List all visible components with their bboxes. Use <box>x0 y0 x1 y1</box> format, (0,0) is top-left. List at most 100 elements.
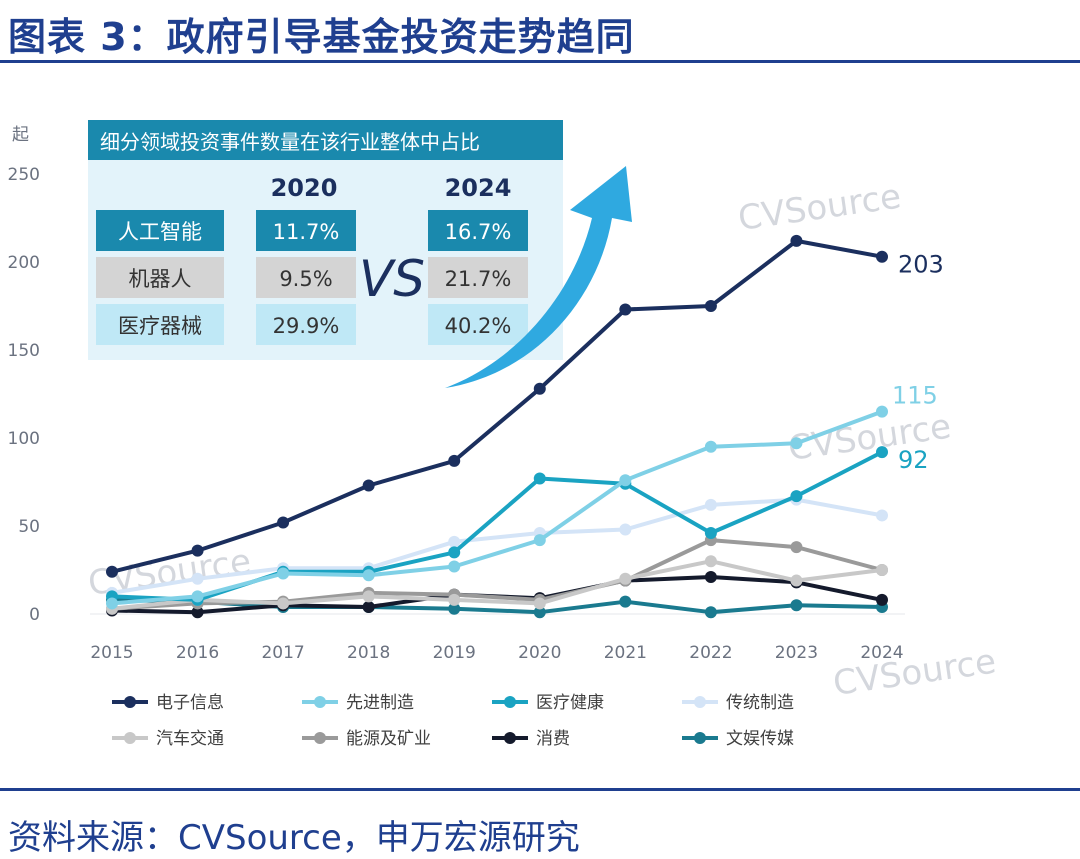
series-end-label: 92 <box>898 446 929 474</box>
data-point <box>277 567 290 580</box>
x-tick-label: 2020 <box>518 643 561 663</box>
series-line <box>111 559 883 611</box>
legend-label: 文娱传媒 <box>726 729 794 749</box>
data-point <box>619 523 632 536</box>
data-point <box>533 382 546 395</box>
data-point <box>191 572 204 585</box>
series-传统制造 <box>106 493 888 599</box>
y-tick-label: 50 <box>18 517 40 537</box>
y-tick-label: 250 <box>8 165 40 185</box>
inset-cell-label-ai <box>96 210 224 251</box>
data-point <box>876 509 888 522</box>
x-tick-label: 2023 <box>775 643 818 663</box>
data-point <box>790 234 803 247</box>
series-先进制造 <box>106 405 888 610</box>
data-point <box>790 490 803 503</box>
data-point <box>790 574 803 587</box>
inset-title-bar <box>88 120 563 160</box>
x-tick-label: 2018 <box>347 643 390 663</box>
y-tick-label: 100 <box>8 429 40 449</box>
data-point <box>191 544 204 557</box>
series-layer <box>106 234 888 619</box>
source-rule <box>0 788 1080 791</box>
data-point <box>704 606 717 619</box>
inset-row-label: 机器人 <box>129 267 192 291</box>
data-point <box>704 440 717 453</box>
series-line <box>111 409 883 606</box>
legend-swatch-marker <box>504 732 516 744</box>
inset-row-label: 医疗器械 <box>118 314 202 338</box>
data-point <box>533 606 546 619</box>
trend-arrow-icon <box>445 166 632 388</box>
data-point <box>362 590 375 603</box>
legend-swatch-marker <box>694 732 706 744</box>
series-line <box>111 238 883 574</box>
legend-item: 能源及矿业 <box>302 729 431 749</box>
data-point <box>619 474 632 487</box>
watermark: CVSource <box>736 177 904 239</box>
end-labels: 203 115 92 <box>892 251 944 474</box>
x-tick-label: 2024 <box>860 643 903 663</box>
data-point <box>619 572 632 585</box>
data-point <box>876 446 888 459</box>
x-tick-label: 2017 <box>261 643 304 663</box>
legend-swatch-marker <box>314 732 326 744</box>
data-point <box>704 300 717 312</box>
data-point <box>362 479 375 492</box>
data-point <box>704 571 717 584</box>
y-tick-label: 200 <box>8 253 40 273</box>
inset-row-value-2024: 16.7% <box>445 220 512 244</box>
inset-cell-2024-ai <box>428 210 528 251</box>
inset-row-value-2024: 21.7% <box>445 267 512 291</box>
x-tick-label: 2015 <box>90 643 133 663</box>
data-point <box>448 602 461 615</box>
data-point <box>362 600 375 613</box>
legend-label: 能源及矿业 <box>346 729 431 749</box>
x-tick-label: 2016 <box>176 643 219 663</box>
legend-swatch-marker <box>504 696 516 708</box>
data-point <box>277 597 290 610</box>
inset-cell-2024-robot <box>428 257 528 298</box>
data-point <box>876 593 888 606</box>
legend-label: 消费 <box>536 729 570 749</box>
legend-item: 先进制造 <box>302 693 414 713</box>
legend-swatch-marker <box>124 732 136 744</box>
legend-label: 电子信息 <box>156 693 224 713</box>
x-axis-ticks: 2015 2016 2017 2018 2019 2020 2021 2022 2023 2024 <box>90 643 903 663</box>
inset-cell-2020-medical <box>256 304 356 345</box>
data-point <box>790 599 803 612</box>
legend-swatch-marker <box>124 696 136 708</box>
legend-label: 先进制造 <box>346 693 414 713</box>
data-point <box>277 516 290 529</box>
inset-cell-label-robot <box>96 257 224 298</box>
data-point <box>362 569 375 582</box>
data-point <box>448 454 461 467</box>
data-point <box>704 527 717 540</box>
inset-panel: 细分领域投资事件数量在该行业整体中占比 2020 2024 人工智能 11.7%… <box>88 120 563 360</box>
data-point <box>448 560 461 573</box>
legend-label: 传统制造 <box>726 693 794 713</box>
data-point <box>106 565 118 578</box>
data-point <box>876 405 888 418</box>
watermark: CVSource <box>831 642 999 704</box>
data-point <box>619 595 632 608</box>
data-point <box>619 303 632 316</box>
legend-label: 医疗健康 <box>536 693 604 713</box>
inset-row-value-2020: 29.9% <box>273 314 340 338</box>
data-point <box>704 498 717 511</box>
inset-title: 细分领域投资事件数量在该行业整体中占比 <box>100 130 480 154</box>
inset-year-2020: 2020 <box>271 174 338 202</box>
data-point <box>191 590 204 603</box>
x-tick-label: 2019 <box>433 643 476 663</box>
inset-row-value-2020: 11.7% <box>273 220 340 244</box>
data-point <box>790 437 803 450</box>
figure-title: 图表 3：政府引导基金投资走势趋同 <box>8 15 635 59</box>
legend-label: 汽车交通 <box>156 729 224 749</box>
legend-item: 汽车交通 <box>112 729 224 749</box>
x-tick-label: 2021 <box>604 643 647 663</box>
data-point <box>704 555 717 568</box>
series-end-label: 203 <box>898 251 944 279</box>
y-tick-label: 0 <box>29 605 40 625</box>
data-point <box>533 597 546 610</box>
inset-cell-2024-medical <box>428 304 528 345</box>
